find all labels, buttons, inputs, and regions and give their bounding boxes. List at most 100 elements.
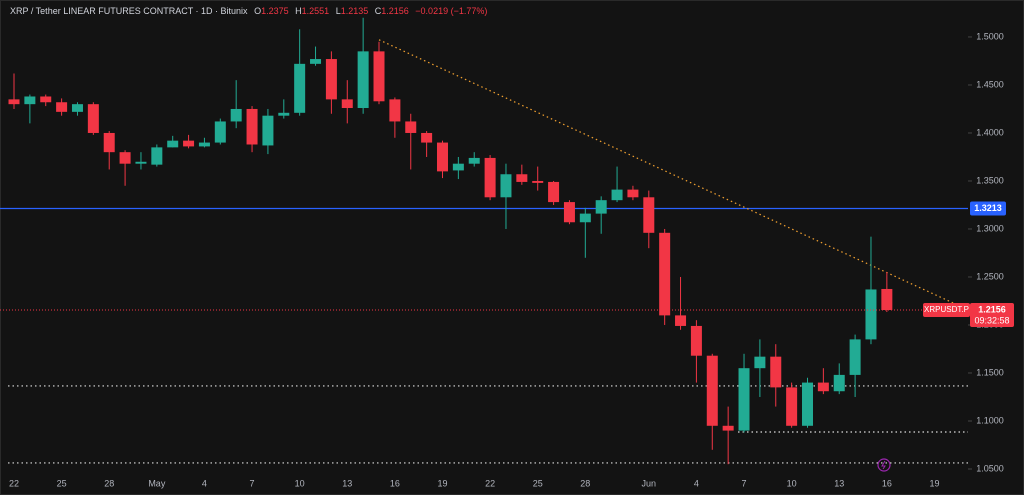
x-tick-label: 16 (390, 478, 400, 488)
candle-body (611, 189, 623, 201)
candle-body (373, 51, 385, 102)
candle-body (198, 142, 210, 147)
event-icon[interactable] (877, 458, 891, 472)
x-tick-label: 13 (834, 478, 844, 488)
x-tick-label: 10 (295, 478, 305, 488)
candle-body (786, 387, 798, 426)
event-bolt[interactable] (881, 460, 886, 470)
candle-body (675, 315, 687, 326)
candle-body (341, 99, 353, 109)
candle-body (532, 180, 544, 183)
x-tick-label: 19 (437, 478, 447, 488)
candle-body (56, 102, 68, 112)
h-label: H (295, 6, 302, 16)
candle-body (167, 140, 179, 148)
candle-body (595, 200, 607, 214)
candle-body (24, 96, 36, 105)
symbol-tag (923, 303, 970, 318)
header: XRP / Tether LINEAR FUTURES CONTRACT · 1… (10, 6, 487, 16)
candle-body (214, 121, 226, 143)
x-tick-label: May (148, 478, 166, 488)
candle-body (135, 161, 147, 164)
candle-body (817, 382, 829, 392)
candle-body (659, 232, 671, 316)
l-label: L (336, 6, 341, 16)
event-circle[interactable] (877, 458, 891, 472)
x-tick-label: 28 (580, 478, 590, 488)
candle-body (246, 108, 258, 145)
y-tick-label: 1.4500 (976, 79, 1004, 89)
c-value: 1.2156 (381, 6, 409, 16)
x-tick-label: 13 (342, 478, 352, 488)
o-value: 1.2375 (261, 6, 289, 16)
y-tick-label: 1.2500 (976, 271, 1004, 281)
y-tick-label: 1.1500 (976, 367, 1004, 377)
candle-body (754, 356, 766, 369)
x-tick-label: 25 (57, 478, 67, 488)
y-tick-label: 1.3000 (976, 223, 1004, 233)
candle-body (405, 121, 417, 133)
alert-tag (970, 201, 1006, 216)
y-tick-label: 1.1000 (976, 415, 1004, 425)
candle-body (452, 163, 464, 171)
alert-tag-label: 1.3213 (974, 203, 1002, 213)
x-tick-label: 4 (202, 478, 207, 488)
candle-body (627, 189, 639, 198)
candle-body (325, 59, 337, 100)
candle-body (103, 132, 115, 153)
o-label: O (254, 6, 261, 16)
x-tick-label: Jun (642, 478, 657, 488)
candle-body (421, 132, 433, 143)
candle-body (230, 108, 242, 122)
change: −0.0219 (−1.77%) (415, 6, 487, 16)
candle-body (357, 51, 369, 109)
l-value: 1.2135 (341, 6, 369, 16)
candle-body (722, 425, 734, 431)
x-tick-label: 10 (787, 478, 797, 488)
candle-body (643, 197, 655, 233)
candle-body (690, 325, 702, 356)
c-label: C (375, 6, 382, 16)
candle-body (849, 339, 861, 375)
candle-body (262, 115, 274, 146)
candle-body (389, 99, 401, 122)
candle-body (87, 104, 99, 133)
plot-area (0, 17, 968, 465)
candle-body (468, 157, 480, 164)
candle-body (436, 142, 448, 172)
candle-body (310, 59, 322, 64)
x-tick-label: 22 (9, 478, 19, 488)
x-tick-label: 22 (485, 478, 495, 488)
candle-body (516, 174, 528, 182)
candle-body (8, 99, 20, 105)
x-tick-label: 7 (742, 478, 747, 488)
candle-body (119, 152, 131, 164)
x-tick-label: 19 (929, 478, 939, 488)
y-tick-label: 1.0500 (976, 463, 1004, 473)
candle-body (40, 96, 52, 103)
symbol-tag-label: XRPUSDT.P (924, 305, 969, 314)
x-tick-label: 16 (882, 478, 892, 488)
candle-body (484, 157, 496, 198)
countdown-label: 09:32:58 (974, 315, 1009, 325)
candle-body (151, 147, 163, 165)
candle-body (833, 374, 845, 392)
price-tag (970, 303, 1014, 328)
candle-body (563, 202, 575, 223)
x-tick-label: 28 (104, 478, 114, 488)
y-tick-label: 1.4000 (976, 127, 1004, 137)
candle-body (865, 289, 877, 340)
x-tick-label: 25 (533, 478, 543, 488)
x-tick-label: 4 (694, 478, 699, 488)
candle-body (770, 356, 782, 388)
candle-body (738, 368, 750, 431)
candle-body (706, 355, 718, 426)
y-tick-label: 1.5000 (976, 31, 1004, 41)
candle-body (278, 112, 290, 116)
y-tick-label: 1.3500 (976, 175, 1004, 185)
candle-body (881, 288, 893, 311)
candle-body (548, 181, 560, 203)
candle-body (500, 174, 512, 198)
